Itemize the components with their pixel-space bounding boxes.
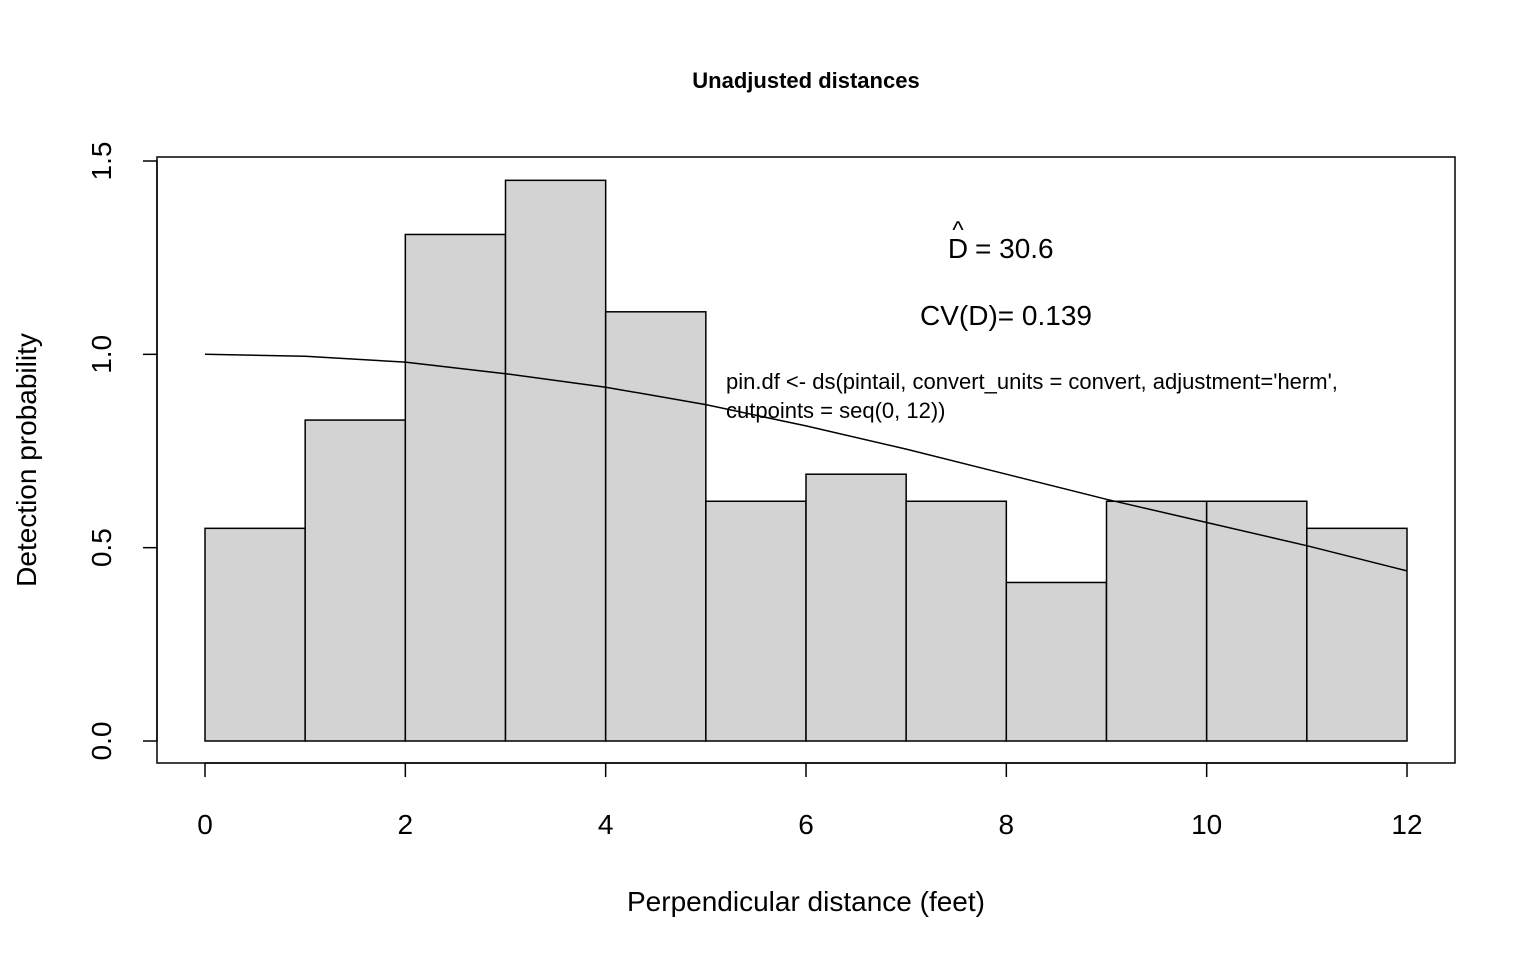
x-axis: 0 2 4 6 8 10 12 <box>197 762 1423 840</box>
histogram-bar-8-9 <box>1005 581 1108 742</box>
cv-annotation: CV(D)= 0.139 <box>920 300 1092 331</box>
d-hat-value: = 30.6 <box>975 233 1054 264</box>
x-tick-label-12: 12 <box>1391 809 1422 840</box>
histogram-bar-1-2 <box>304 419 407 742</box>
histogram-bars <box>204 179 1408 742</box>
d-hat-caret: ^ <box>952 217 964 244</box>
histogram-bar-2-3 <box>404 233 507 742</box>
density-estimate-annotation: ^ D = 30.6 <box>948 217 1054 264</box>
chart-title: Unadjusted distances <box>692 68 919 93</box>
y-tick-label-0.5: 0.5 <box>86 528 117 567</box>
histogram-bar-11-12 <box>1306 527 1408 742</box>
histogram-bar-9-10 <box>1105 500 1208 742</box>
x-tick-label-0: 0 <box>197 809 213 840</box>
x-tick-label-10: 10 <box>1191 809 1222 840</box>
histogram-bar-10-11 <box>1205 500 1308 742</box>
x-tick-label-8: 8 <box>999 809 1015 840</box>
detection-function-curve <box>204 353 1408 572</box>
histogram-bar-7-8 <box>905 500 1008 742</box>
histogram-bar-6-7 <box>805 473 907 742</box>
y-tick-label-1.5: 1.5 <box>86 142 117 181</box>
x-tick-label-4: 4 <box>598 809 614 840</box>
y-axis-label: Detection probability <box>11 333 42 587</box>
y-tick-label-1.0: 1.0 <box>86 335 117 374</box>
x-axis-label: Perpendicular distance (feet) <box>627 886 985 917</box>
x-tick-label-2: 2 <box>398 809 414 840</box>
histogram-bar-4-5 <box>604 311 707 742</box>
histogram-bar-5-6 <box>705 500 807 742</box>
code-annotation-line1: pin.df <- ds(pintail, convert_units = co… <box>726 369 1338 394</box>
x-tick-label-6: 6 <box>798 809 814 840</box>
y-tick-label-0.0: 0.0 <box>86 722 117 761</box>
histogram-bar-3-4 <box>504 179 607 742</box>
code-annotation-line2: cutpoints = seq(0, 12)) <box>726 398 946 423</box>
y-axis: 0.0 0.5 1.0 1.5 <box>86 142 158 761</box>
d-hat-symbol: D <box>948 233 968 264</box>
histogram-bar-0-1 <box>204 527 306 742</box>
